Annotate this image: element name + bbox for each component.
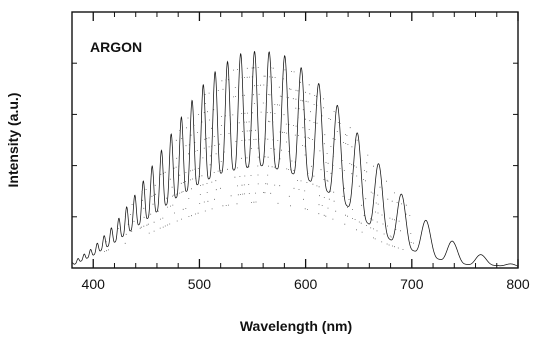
spectrum-line [72, 52, 518, 267]
x-tick-label-500: 500 [188, 276, 212, 292]
spectrum-texture [104, 68, 414, 252]
x-tick-label-700: 700 [400, 276, 424, 292]
y-axis-label: Intensity (a.u.) [5, 93, 21, 188]
x-tick-label-600: 600 [294, 276, 318, 292]
series-layer [72, 52, 518, 267]
chart-title: ARGON [90, 39, 142, 55]
x-tick-label-400: 400 [82, 276, 106, 292]
x-tick-label-800: 800 [506, 276, 530, 292]
x-axis-label: Wavelength (nm) [240, 318, 352, 334]
